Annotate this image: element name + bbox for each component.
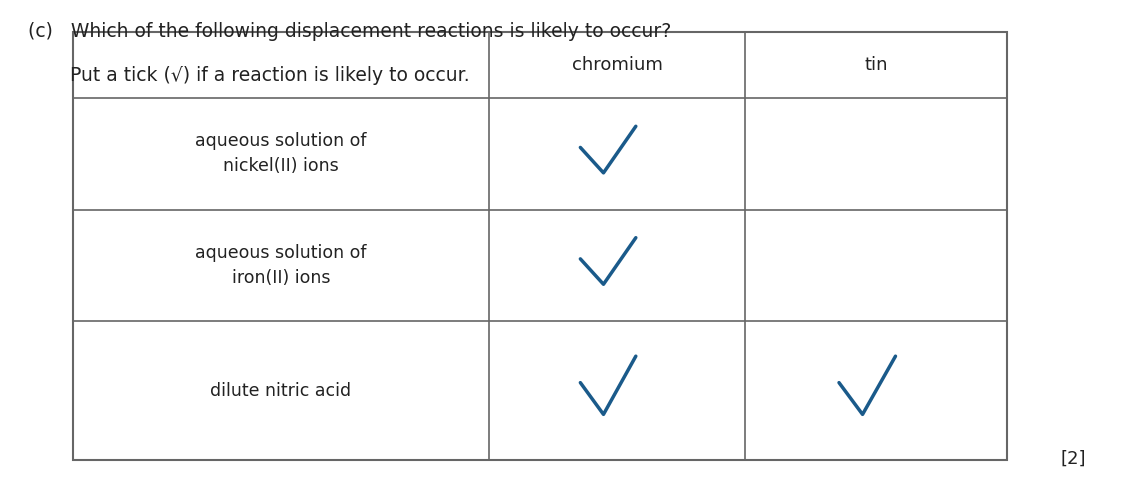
Text: (c)   Which of the following displacement reactions is likely to occur?: (c) Which of the following displacement … (28, 22, 672, 41)
Bar (73, 32, 1007, 460)
Text: [2]: [2] (1060, 450, 1086, 468)
Text: dilute nitric acid: dilute nitric acid (210, 382, 351, 399)
Text: chromium: chromium (572, 56, 663, 74)
Text: aqueous solution of
nickel(II) ions: aqueous solution of nickel(II) ions (195, 132, 367, 175)
Text: Put a tick (√) if a reaction is likely to occur.: Put a tick (√) if a reaction is likely t… (28, 66, 470, 85)
Text: aqueous solution of
iron(II) ions: aqueous solution of iron(II) ions (195, 244, 367, 287)
Text: tin: tin (864, 56, 888, 74)
